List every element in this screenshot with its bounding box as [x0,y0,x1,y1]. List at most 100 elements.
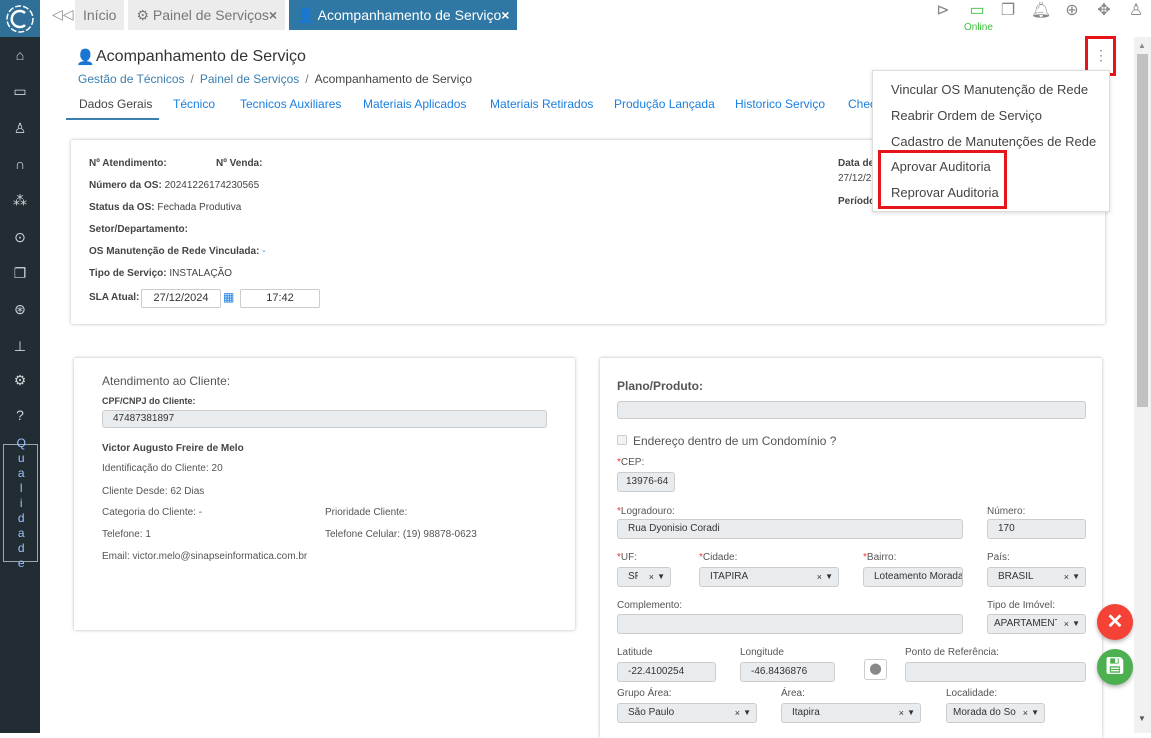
tab-row: Início ⚙ Painel de Serviços× 👤 Acompanha… [75,0,518,30]
kebab-menu-icon[interactable]: ⋮ [1094,47,1108,63]
close-icon[interactable]: × [501,7,510,23]
tipo-servico-field: Tipo de Serviço: INSTALAÇÃO [89,268,233,279]
plano-label: Plano/Produto: [617,379,703,393]
logradouro-input[interactable]: Rua Dyonisio Coradi [617,519,963,539]
clear-icon[interactable]: × [734,708,740,718]
home-icon[interactable]: ⌂ [15,47,25,63]
breadcrumb-painel[interactable]: Painel de Serviços [199,72,300,86]
complemento-input[interactable] [617,614,963,634]
client-category: Categoria do Cliente: - [102,507,203,518]
menu-item-reabrir-os[interactable]: Reabrir Ordem de Serviço [891,108,1042,123]
cep-input[interactable]: 13976-64 [617,472,675,492]
longitude-label: Longitude [740,647,784,658]
tab-materiais-aplicados[interactable]: Materiais Aplicados [363,97,467,111]
tab-materiais-retirados[interactable]: Materiais Retirados [490,97,594,111]
scrollbar-thumb[interactable] [1137,54,1148,407]
grupo-area-select[interactable]: São Paulo × ▼ [617,703,757,723]
bairro-input[interactable]: Loteamento Morada [863,567,963,587]
clear-icon[interactable]: × [1022,708,1028,718]
plus-circle-icon[interactable]: ⊕ [1065,2,1079,19]
breadcrumb-gestao[interactable]: Gestão de Técnicos [78,72,185,86]
pais-label: País: [987,552,1010,563]
pais-select[interactable]: BRASIL × ▼ [987,567,1086,587]
tab-label: Início [83,7,117,23]
gear-icon[interactable]: ⚙ [13,372,27,388]
cpf-input[interactable]: 47487381897 [102,410,547,428]
caret-down-icon: ▼ [743,708,751,717]
caret-down-icon: ▼ [907,708,915,717]
area-label: Área: [781,688,805,699]
group-icon[interactable]: ⁂ [13,192,27,208]
longitude-input[interactable]: -46.8436876 [740,662,835,682]
menu-item-cadastro-manutencoes[interactable]: Cadastro de Manutenções de Rede [891,134,1097,149]
tab-label: Painel de Serviços [152,7,269,23]
clear-icon[interactable]: × [648,572,654,582]
sla-time-input[interactable]: 17:42 [240,289,320,308]
scroll-down-icon[interactable]: ▼ [1138,714,1146,723]
setor-field: Setor/Departamento: [89,224,188,235]
status-os-field: Status da OS: Fechada Produtiva [89,202,242,213]
user-icon[interactable]: ♙ [1128,2,1144,19]
tab-painel-servicos[interactable]: ⚙ Painel de Serviços× [128,0,286,30]
tab-dados-gerais[interactable]: Dados Gerais [79,97,153,111]
windows-icon[interactable]: ❐ [1000,2,1016,19]
menu-item-vincular-os[interactable]: Vincular OS Manutenção de Rede [891,82,1089,97]
tab-tecnico[interactable]: Técnico [173,97,216,111]
save-button[interactable]: 💾︎ [1097,649,1133,685]
client-mobile: Telefone Celular: (19) 98878-0623 [325,529,477,540]
sla-label: SLA Atual: [89,292,140,303]
map-marker-button[interactable]: ⬤ [864,659,887,680]
tab-producao-lancada[interactable]: Produção Lançada [614,97,715,111]
cancel-button[interactable]: ✕ [1097,604,1133,640]
tipo-imovel-select[interactable]: APARTAMENT × ▼ [987,614,1086,634]
user-icon[interactable]: ♙ [13,120,27,136]
referencia-input[interactable] [905,662,1086,682]
tab-acompanhamento[interactable]: 👤 Acompanhamento de Serviço× [289,0,518,30]
calendar-icon[interactable]: ▦ [223,290,235,304]
sidebar-qualidade[interactable]: Qualidade [3,436,38,571]
menu-item-aprovar-auditoria[interactable]: Aprovar Auditoria [891,159,991,174]
scroll-up-icon[interactable]: ▲ [1138,41,1146,50]
move-icon[interactable]: ✥ [1097,2,1111,19]
clear-icon[interactable]: × [1063,572,1069,582]
tab-checklist[interactable]: Chec [848,97,877,111]
condominio-checkbox[interactable] [617,435,627,445]
cidade-select[interactable]: ITAPIRA × ▼ [699,567,839,587]
breadcrumb-current: Acompanhamento de Serviço [314,72,473,86]
copy-icon[interactable]: ❐ [13,265,27,281]
plano-input[interactable] [617,401,1086,419]
caret-down-icon: ▼ [1072,619,1080,628]
client-heading: Atendimento ao Cliente: [102,374,231,388]
breadcrumb-sep: / [190,72,194,86]
caret-down-icon: ▼ [1072,572,1080,581]
tab-historico-servico[interactable]: Historico Serviço [735,97,826,111]
help-icon[interactable]: ? [16,407,24,423]
qualidade-label: Qualidade [14,435,29,571]
tab-inicio[interactable]: Início [75,0,125,30]
numero-input[interactable]: 170 [987,519,1086,539]
forward-icon[interactable]: ⊳ [936,2,950,19]
map-pin-icon[interactable]: ⊙ [14,229,26,245]
app-logo[interactable] [0,0,40,37]
bell-icon[interactable]: 🔔︎ [1030,2,1052,19]
uf-select[interactable]: SP×▼ [617,567,671,587]
chat-icon[interactable]: ▭ [969,2,985,19]
close-icon[interactable]: × [268,7,278,23]
antenna-icon[interactable]: ⊛ [14,301,26,317]
tab-tecnicos-auxiliares[interactable]: Tecnicos Auxiliares [240,97,342,111]
headset-icon[interactable]: ∩ [14,156,26,172]
latitude-input[interactable]: -22.4100254 [617,662,716,682]
manutencao-vinculada-field: OS Manutenção de Rede Vinculada: - [89,246,266,257]
sitemap-icon[interactable]: ⊥ [13,338,27,354]
clear-icon[interactable]: × [1063,619,1069,629]
area-select[interactable]: Itapira × ▼ [781,703,921,723]
briefcase-icon[interactable]: ▭ [13,83,27,99]
clear-icon[interactable]: × [898,708,904,718]
localidade-select[interactable]: Morada do Sol × ▼ [946,703,1045,723]
sla-date-input[interactable]: 27/12/2024 [141,289,221,308]
collapse-tabs-icon[interactable]: ◁◁ [52,6,74,22]
breadcrumb: Gestão de Técnicos / Painel de Serviços … [78,72,472,86]
menu-item-reprovar-auditoria[interactable]: Reprovar Auditoria [891,185,999,200]
clear-icon[interactable]: × [816,572,822,582]
client-name: Victor Augusto Freire de Melo [102,443,244,454]
